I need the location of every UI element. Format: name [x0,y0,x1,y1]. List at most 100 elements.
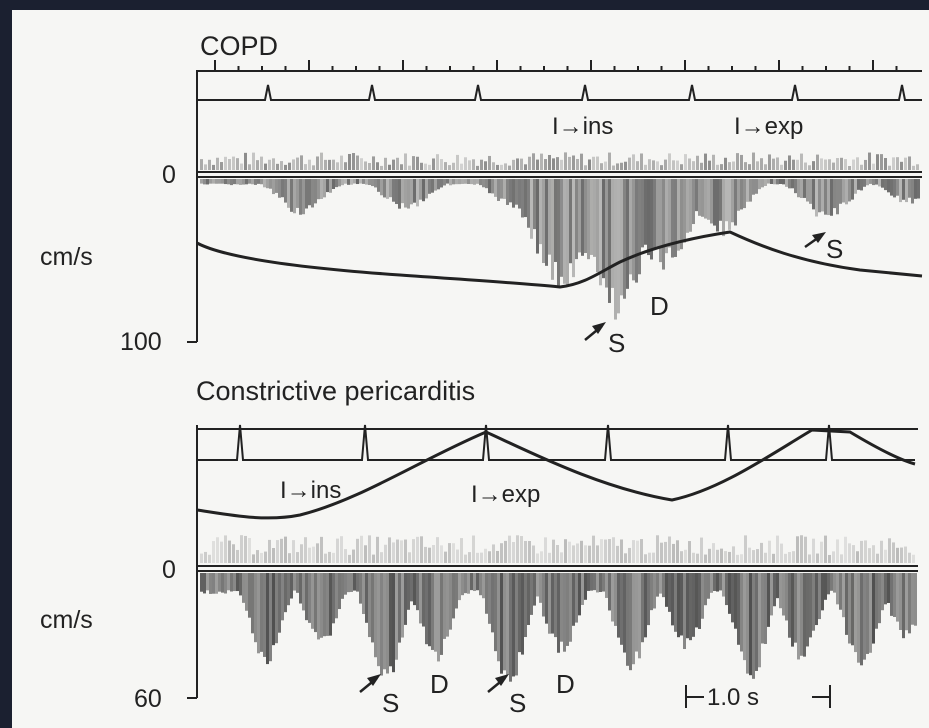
doppler-column [536,573,539,597]
doppler-noise [828,554,831,563]
doppler-column [716,573,719,592]
doppler-column [674,179,677,257]
doppler-noise [628,157,631,170]
doppler-noise [368,162,371,170]
pericarditis-s-wave-label-first: S [382,688,399,718]
doppler-column [644,179,647,245]
doppler-noise [560,159,563,170]
doppler-column [809,573,812,638]
doppler-noise [768,540,771,563]
doppler-column [374,179,377,188]
doppler-noise [500,164,503,170]
doppler-column [239,573,242,596]
doppler-column [575,179,578,260]
doppler-column [269,573,272,662]
doppler-column [410,573,413,602]
copd-max-label: 100 [120,328,162,356]
doppler-noise [888,538,891,563]
doppler-noise [808,554,811,563]
doppler-column [785,573,788,621]
doppler-column [260,573,263,652]
copd-d-wave-label: D [650,291,669,321]
doppler-column [557,573,560,653]
doppler-noise [800,535,803,563]
doppler-noise [548,552,551,563]
doppler-noise [528,156,531,170]
doppler-column [380,179,383,196]
doppler-column [620,573,623,645]
doppler-noise [636,540,639,563]
doppler-noise [252,554,255,563]
doppler-noise [444,551,447,563]
doppler-noise [780,164,783,170]
doppler-noise [652,552,655,563]
doppler-column [545,179,548,266]
doppler-noise [724,551,727,563]
doppler-noise [340,155,343,170]
doppler-column [566,179,569,285]
doppler-column [857,573,860,663]
pericarditis-d-wave-label-second: D [556,669,575,699]
doppler-noise [388,164,391,170]
doppler-noise [312,546,315,563]
doppler-noise [396,157,399,170]
doppler-column [848,573,851,644]
doppler-noise [704,554,707,563]
doppler-noise [376,536,379,563]
doppler-noise [692,552,695,563]
doppler-column [848,179,851,202]
doppler-column [779,573,782,609]
doppler-noise [844,159,847,170]
doppler-column [575,573,578,623]
doppler-noise [384,157,387,170]
doppler-noise [304,537,307,563]
doppler-column [515,179,518,205]
doppler-column [506,179,509,205]
doppler-column [629,179,632,275]
doppler-column [617,573,620,638]
doppler-noise [384,544,387,563]
doppler-noise [840,157,843,170]
doppler-column [284,179,287,203]
doppler-column [524,573,527,638]
doppler-noise [760,158,763,170]
doppler-noise [424,546,427,563]
doppler-noise [244,152,247,170]
doppler-column [464,179,467,184]
doppler-column [749,573,752,676]
doppler-column [554,179,557,262]
doppler-column [218,179,221,184]
doppler-noise [448,543,451,563]
doppler-noise [544,159,547,170]
doppler-noise [720,164,723,170]
doppler-noise [856,551,859,563]
doppler-column [398,179,401,209]
pericarditis-arrow-s-first [359,674,381,693]
doppler-noise [868,548,871,563]
doppler-noise [740,554,743,563]
doppler-column [611,179,614,288]
doppler-noise [272,547,275,563]
doppler-column [734,573,737,629]
doppler-column [779,179,782,184]
doppler-noise [232,544,235,563]
doppler-noise [640,153,643,170]
doppler-noise [488,551,491,563]
doppler-column [806,573,809,647]
doppler-column [863,573,866,660]
doppler-noise [768,154,771,170]
doppler-column [797,179,800,198]
doppler-noise [288,162,291,170]
doppler-column [233,179,236,185]
doppler-column [578,179,581,253]
doppler-column [230,573,233,592]
doppler-column [506,573,509,675]
doppler-column [377,573,380,667]
doppler-column [770,179,773,184]
doppler-column [887,179,890,193]
doppler-column [581,573,584,605]
doppler-noise [444,162,447,170]
doppler-column [821,179,824,212]
doppler-column [566,573,569,646]
doppler-column [746,179,749,202]
